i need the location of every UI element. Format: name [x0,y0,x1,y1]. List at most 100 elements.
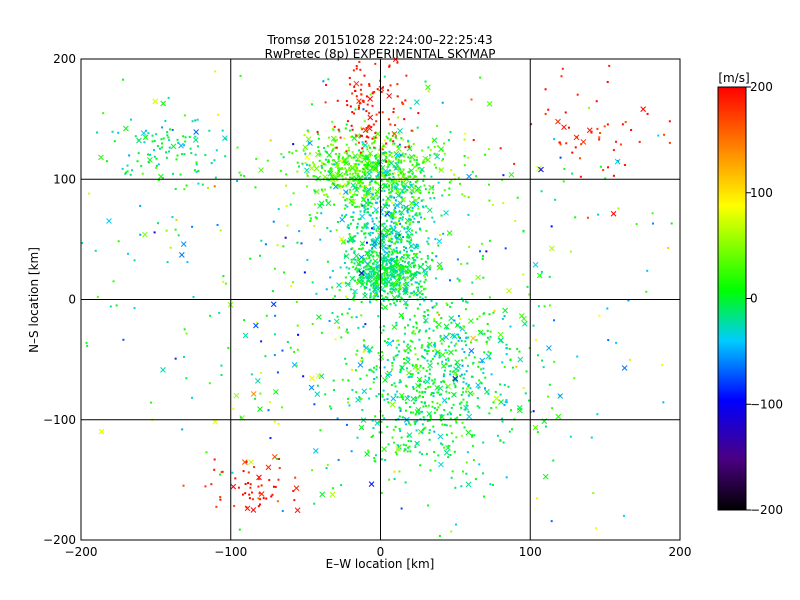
data-point [368,84,371,87]
data-point [313,163,316,166]
data-point [434,352,437,355]
data-point [465,461,468,464]
data-point [412,200,415,203]
data-point [427,404,430,407]
data-point [407,357,410,360]
data-point [376,295,379,298]
data-point [127,252,130,255]
data-point [415,389,418,392]
data-point [361,185,364,188]
data-point [391,257,394,260]
data-point [423,281,426,284]
data-point [177,141,180,144]
data-point [587,106,590,109]
data-point [360,356,363,359]
data-point [332,297,335,300]
data-point-cross [355,396,361,403]
data-point-cross [393,184,400,190]
data-point [490,407,493,410]
data-point [436,326,439,329]
data-point [340,160,343,163]
data-point [471,281,474,284]
data-point [373,366,376,369]
data-point [447,444,450,447]
data-point [398,220,401,223]
data-point [341,378,344,381]
data-point [333,125,336,128]
data-point [363,211,366,214]
data-point [423,380,426,383]
data-point-cross [610,210,617,217]
data-point [337,185,340,188]
data-point [399,168,402,171]
data-point [213,185,216,188]
data-point [317,132,320,135]
data-point [295,364,298,367]
data-point [333,295,336,298]
data-point [406,324,409,327]
data-point [457,369,460,372]
data-point [190,152,193,155]
data-point [484,376,487,379]
data-point [377,315,380,318]
data-point [487,392,490,395]
data-point [363,224,366,227]
data-point-cross [364,451,370,457]
colorbar [717,86,747,511]
data-point [406,282,409,285]
data-point [384,284,387,287]
data-point [345,123,348,126]
data-point [579,175,582,178]
data-point [296,161,299,164]
data-point-cross [250,507,257,513]
data-point [612,174,615,177]
data-point [386,393,389,396]
data-point [451,440,454,443]
data-point [424,404,427,407]
data-point [366,148,369,151]
data-point [369,153,372,156]
data-point [382,198,385,201]
data-point [429,197,432,200]
data-point [529,410,532,413]
data-point [429,148,432,151]
data-point [386,296,389,299]
data-point [395,238,398,241]
data-point-cross [372,161,379,167]
data-point [454,417,457,420]
data-point [375,163,378,166]
data-point [378,242,381,245]
data-point [377,351,380,354]
data-point [415,398,418,401]
data-point-cross [382,377,388,383]
data-point [293,499,296,502]
data-point [407,446,410,449]
data-point [399,380,402,383]
data-point [244,482,247,485]
data-point [133,307,136,310]
data-point [331,172,334,175]
data-point [243,319,246,322]
data-point-cross [408,187,415,194]
data-point [438,393,441,396]
data-point [635,223,638,226]
data-point [387,255,390,258]
data-point [270,495,273,498]
data-point [403,249,406,252]
data-point [334,140,337,143]
data-point [382,255,385,258]
data-point-cross [389,257,396,264]
data-point [359,217,362,220]
data-point [439,403,442,406]
data-point [362,189,365,192]
data-point [442,158,445,161]
data-point [311,281,314,284]
data-point [416,126,419,129]
data-point [381,213,384,216]
data-point [428,419,431,422]
data-point [508,347,511,350]
data-point [345,250,348,253]
data-point [385,160,388,163]
data-point [404,409,407,412]
data-point [369,296,372,299]
